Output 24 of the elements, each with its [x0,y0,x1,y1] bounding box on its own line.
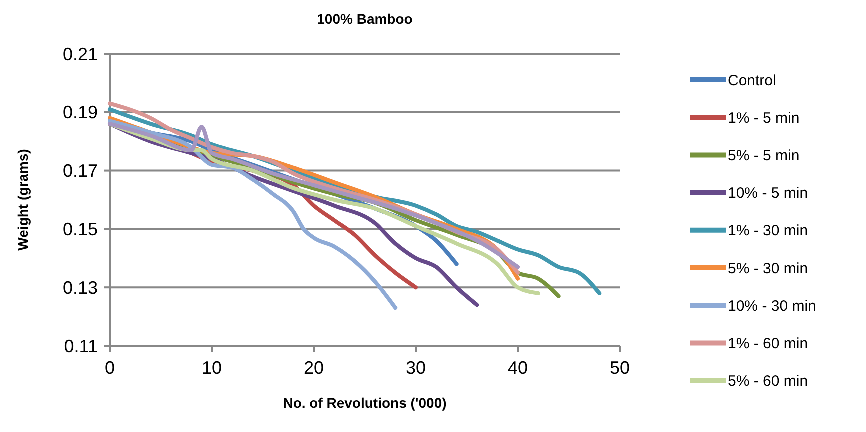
y-tick-label: 0.21 [62,44,98,64]
legend-label: 1% - 30 min [728,222,808,240]
legend-label: 5% - 5 min [728,147,800,164]
legend-label: 10% - 5 min [728,185,808,202]
legend-label: 10% - 30 min [728,298,816,315]
y-tick-label: 0.19 [62,102,98,123]
y-tick-label: 0.15 [62,220,98,240]
y-axis-title: Weight (grams) [15,149,31,251]
x-tick-label: 50 [610,358,630,378]
legend-label: Control [728,72,776,90]
x-axis-title: No. of Revolutions ('000) [283,395,447,411]
legend-label: 1% - 5 min [728,110,800,127]
x-tick-label: 40 [508,358,528,378]
chart-title: 100% Bamboo [317,11,413,27]
y-tick-label: 0.11 [64,336,98,356]
legend-label: 1% - 60 min [728,335,808,352]
y-tick-label: 0.13 [62,278,98,298]
legend-label: 5% - 60 min [728,373,808,390]
x-tick-label: 0 [104,358,116,378]
x-tick-label: 20 [304,358,324,378]
legend-label: 5% - 30 min [728,260,808,278]
x-tick-label: 30 [406,358,426,378]
y-tick-label: 0.17 [62,161,98,182]
x-tick-label: 10 [202,358,222,378]
